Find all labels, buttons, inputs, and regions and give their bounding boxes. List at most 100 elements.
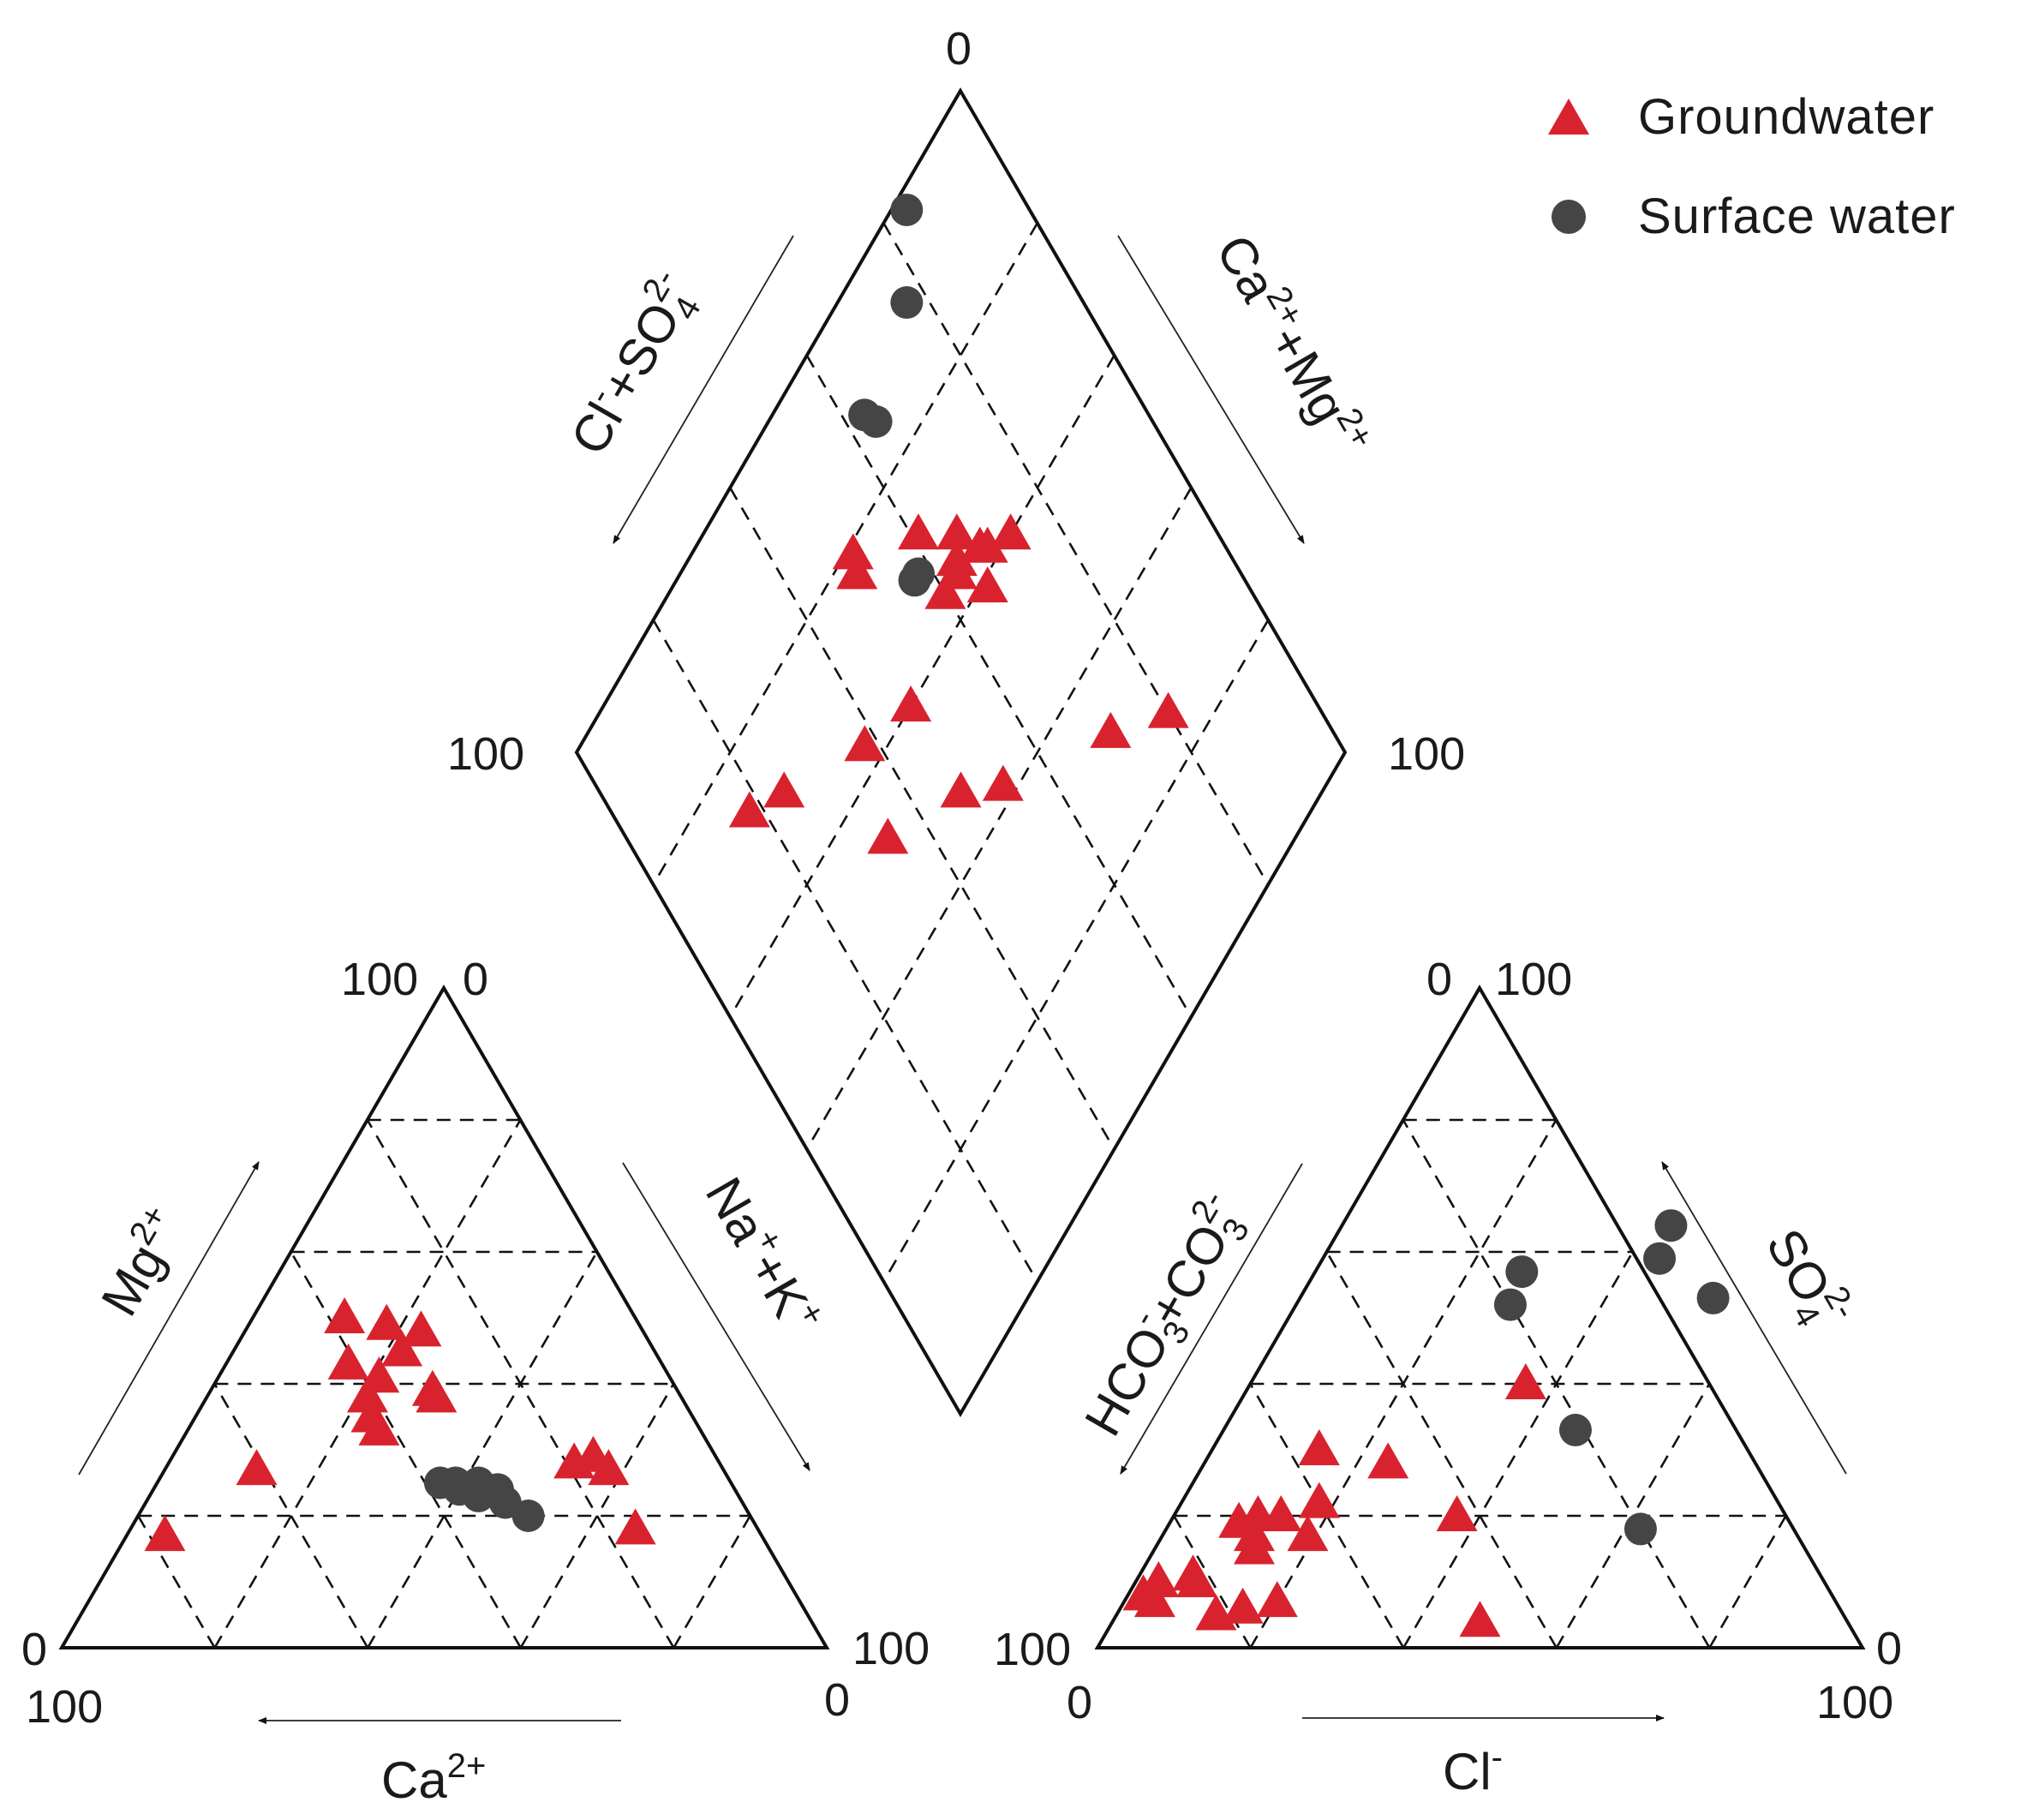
diamond-groundwater-point [966, 566, 1008, 602]
ca-mg-axis-label: Ca2++Mg2+ [1205, 224, 1382, 467]
anion-apex-left-tick: 0 [1426, 954, 1452, 1005]
anion-groundwater-point [1298, 1429, 1340, 1465]
so4-axis-label: SO42- [1748, 1216, 1864, 1344]
anion-grid [1173, 1118, 1787, 1649]
diamond-groundwater-point [890, 685, 932, 721]
cation-groundwater-point [358, 1409, 400, 1446]
cation-right-100-tick: 100 [852, 1623, 930, 1674]
legend-groundwater-label: Groundwater [1638, 89, 1934, 145]
anion-surface-water-point [1623, 1512, 1657, 1546]
grid-line [673, 1515, 751, 1649]
cl-so4-axis-arrow [613, 235, 794, 544]
cation-surface-water-point [511, 1500, 545, 1532]
cation-groundwater-point [347, 1376, 389, 1413]
cation-groundwater-point [366, 1303, 408, 1340]
diamond-top-tick: 0 [946, 23, 972, 75]
cation-groundwater-point [588, 1449, 630, 1486]
anion-groundwater-point [1260, 1495, 1302, 1531]
legend-surface-water-marker [1552, 200, 1586, 234]
anion-triangle-frame [1094, 985, 1866, 1649]
grid-line [652, 619, 1038, 1283]
grid-line [1173, 1515, 1252, 1649]
cl-so4-axis-label: Cl-+SO42- [553, 262, 714, 468]
cation-left-0-tick: 0 [21, 1624, 47, 1675]
hco3-axis-label: HCO3-+CO32- [1067, 1184, 1262, 1450]
grid-line [367, 1251, 598, 1649]
grid-line [882, 222, 1270, 886]
grid-line [1402, 1251, 1634, 1649]
anion-groundwater-point [1459, 1601, 1501, 1637]
anion-apex-right-tick: 100 [1495, 954, 1572, 1005]
diamond-groundwater-point [959, 526, 1001, 563]
cation-groundwater-point [327, 1343, 369, 1380]
grid-line [1249, 1119, 1558, 1649]
cation-groundwater-point [324, 1297, 366, 1333]
cation-groundwater-point [614, 1508, 656, 1545]
grid-line [290, 1251, 522, 1649]
cation-groundwater-point [416, 1376, 457, 1413]
anion-points [1122, 1209, 1730, 1637]
diamond-surface-water-point [890, 286, 924, 320]
anion-groundwater-point [1222, 1587, 1264, 1624]
diamond-groundwater-point [763, 771, 805, 808]
anion-triangle: 0 100 100 0 0 100 HCO3-+CO32- SO42- Cl- [994, 954, 1902, 1800]
anion-groundwater-point [1256, 1581, 1298, 1618]
anion-groundwater-point [1287, 1515, 1329, 1552]
grid-line [137, 1515, 216, 1649]
anion-left-100-tick: 100 [994, 1624, 1071, 1675]
mg-axis-arrow [78, 1161, 260, 1476]
grid-line [729, 355, 1115, 1018]
diamond-groundwater-point [1090, 711, 1132, 748]
diamond-right-tick: 100 [1388, 728, 1465, 780]
cation-groundwater-point [400, 1310, 442, 1347]
legend-surface-water-label: Surface water [1638, 189, 1956, 244]
grid-line [805, 355, 1193, 1018]
na-k-axis-label: Na++K+ [695, 1166, 834, 1344]
hco3-axis-arrow [1120, 1163, 1303, 1475]
diamond-grid [652, 222, 1270, 1283]
diamond-groundwater-point [990, 513, 1031, 550]
anion-surface-water-point [1696, 1281, 1730, 1314]
diamond-groundwater-point [898, 513, 939, 550]
legend: Groundwater Surface water [1548, 89, 1956, 244]
diamond-frame [574, 87, 1348, 1417]
grid-line [882, 619, 1270, 1283]
diamond-groundwater-point [836, 553, 878, 590]
grid-line [366, 1119, 675, 1649]
cation-left-100-tick: 100 [26, 1681, 103, 1733]
anion-left-0-tick: 0 [1067, 1677, 1092, 1728]
cation-triangle: 100 0 0 100 100 0 Mg2+ Na++K+ Ca2+ [21, 954, 930, 1809]
legend-groundwater-marker [1548, 99, 1589, 135]
anion-surface-water-point [1558, 1413, 1592, 1446]
cl-axis-label: Cl- [1443, 1739, 1503, 1800]
grid-line [519, 1383, 675, 1649]
grid-line [1708, 1515, 1787, 1649]
diamond-groundwater-point [940, 771, 982, 808]
diamond-groundwater-point [924, 572, 966, 609]
grid-line [213, 1383, 369, 1649]
cation-triangle-frame [58, 985, 830, 1649]
anion-surface-water-point [1493, 1288, 1527, 1321]
cation-right-0-tick: 0 [824, 1674, 850, 1726]
diamond-surface-water-point [898, 564, 931, 597]
mg-axis-label: Mg2+ [87, 1199, 195, 1326]
diamond-surface-water-point [848, 398, 882, 432]
grid-line [1325, 1251, 1558, 1649]
grid-line [1249, 1383, 1405, 1649]
anion-groundwater-point [1298, 1482, 1340, 1518]
cation-points [144, 1297, 656, 1552]
anion-groundwater-point [1367, 1442, 1409, 1479]
anion-groundwater-point [1172, 1554, 1214, 1591]
anion-groundwater-point [1233, 1528, 1275, 1565]
na-k-axis-arrow [622, 1162, 810, 1471]
anion-groundwater-point [1504, 1363, 1546, 1399]
diamond-groundwater-point [844, 725, 886, 762]
anion-groundwater-point [1436, 1495, 1478, 1531]
diamond-left-tick: 100 [447, 728, 524, 780]
anion-groundwater-point [1133, 1581, 1175, 1618]
diamond-groundwater-point [1147, 691, 1189, 728]
cation-groundwater-point [236, 1449, 278, 1486]
grid-line [1402, 1119, 1711, 1649]
cation-apex-right-tick: 0 [463, 954, 488, 1005]
